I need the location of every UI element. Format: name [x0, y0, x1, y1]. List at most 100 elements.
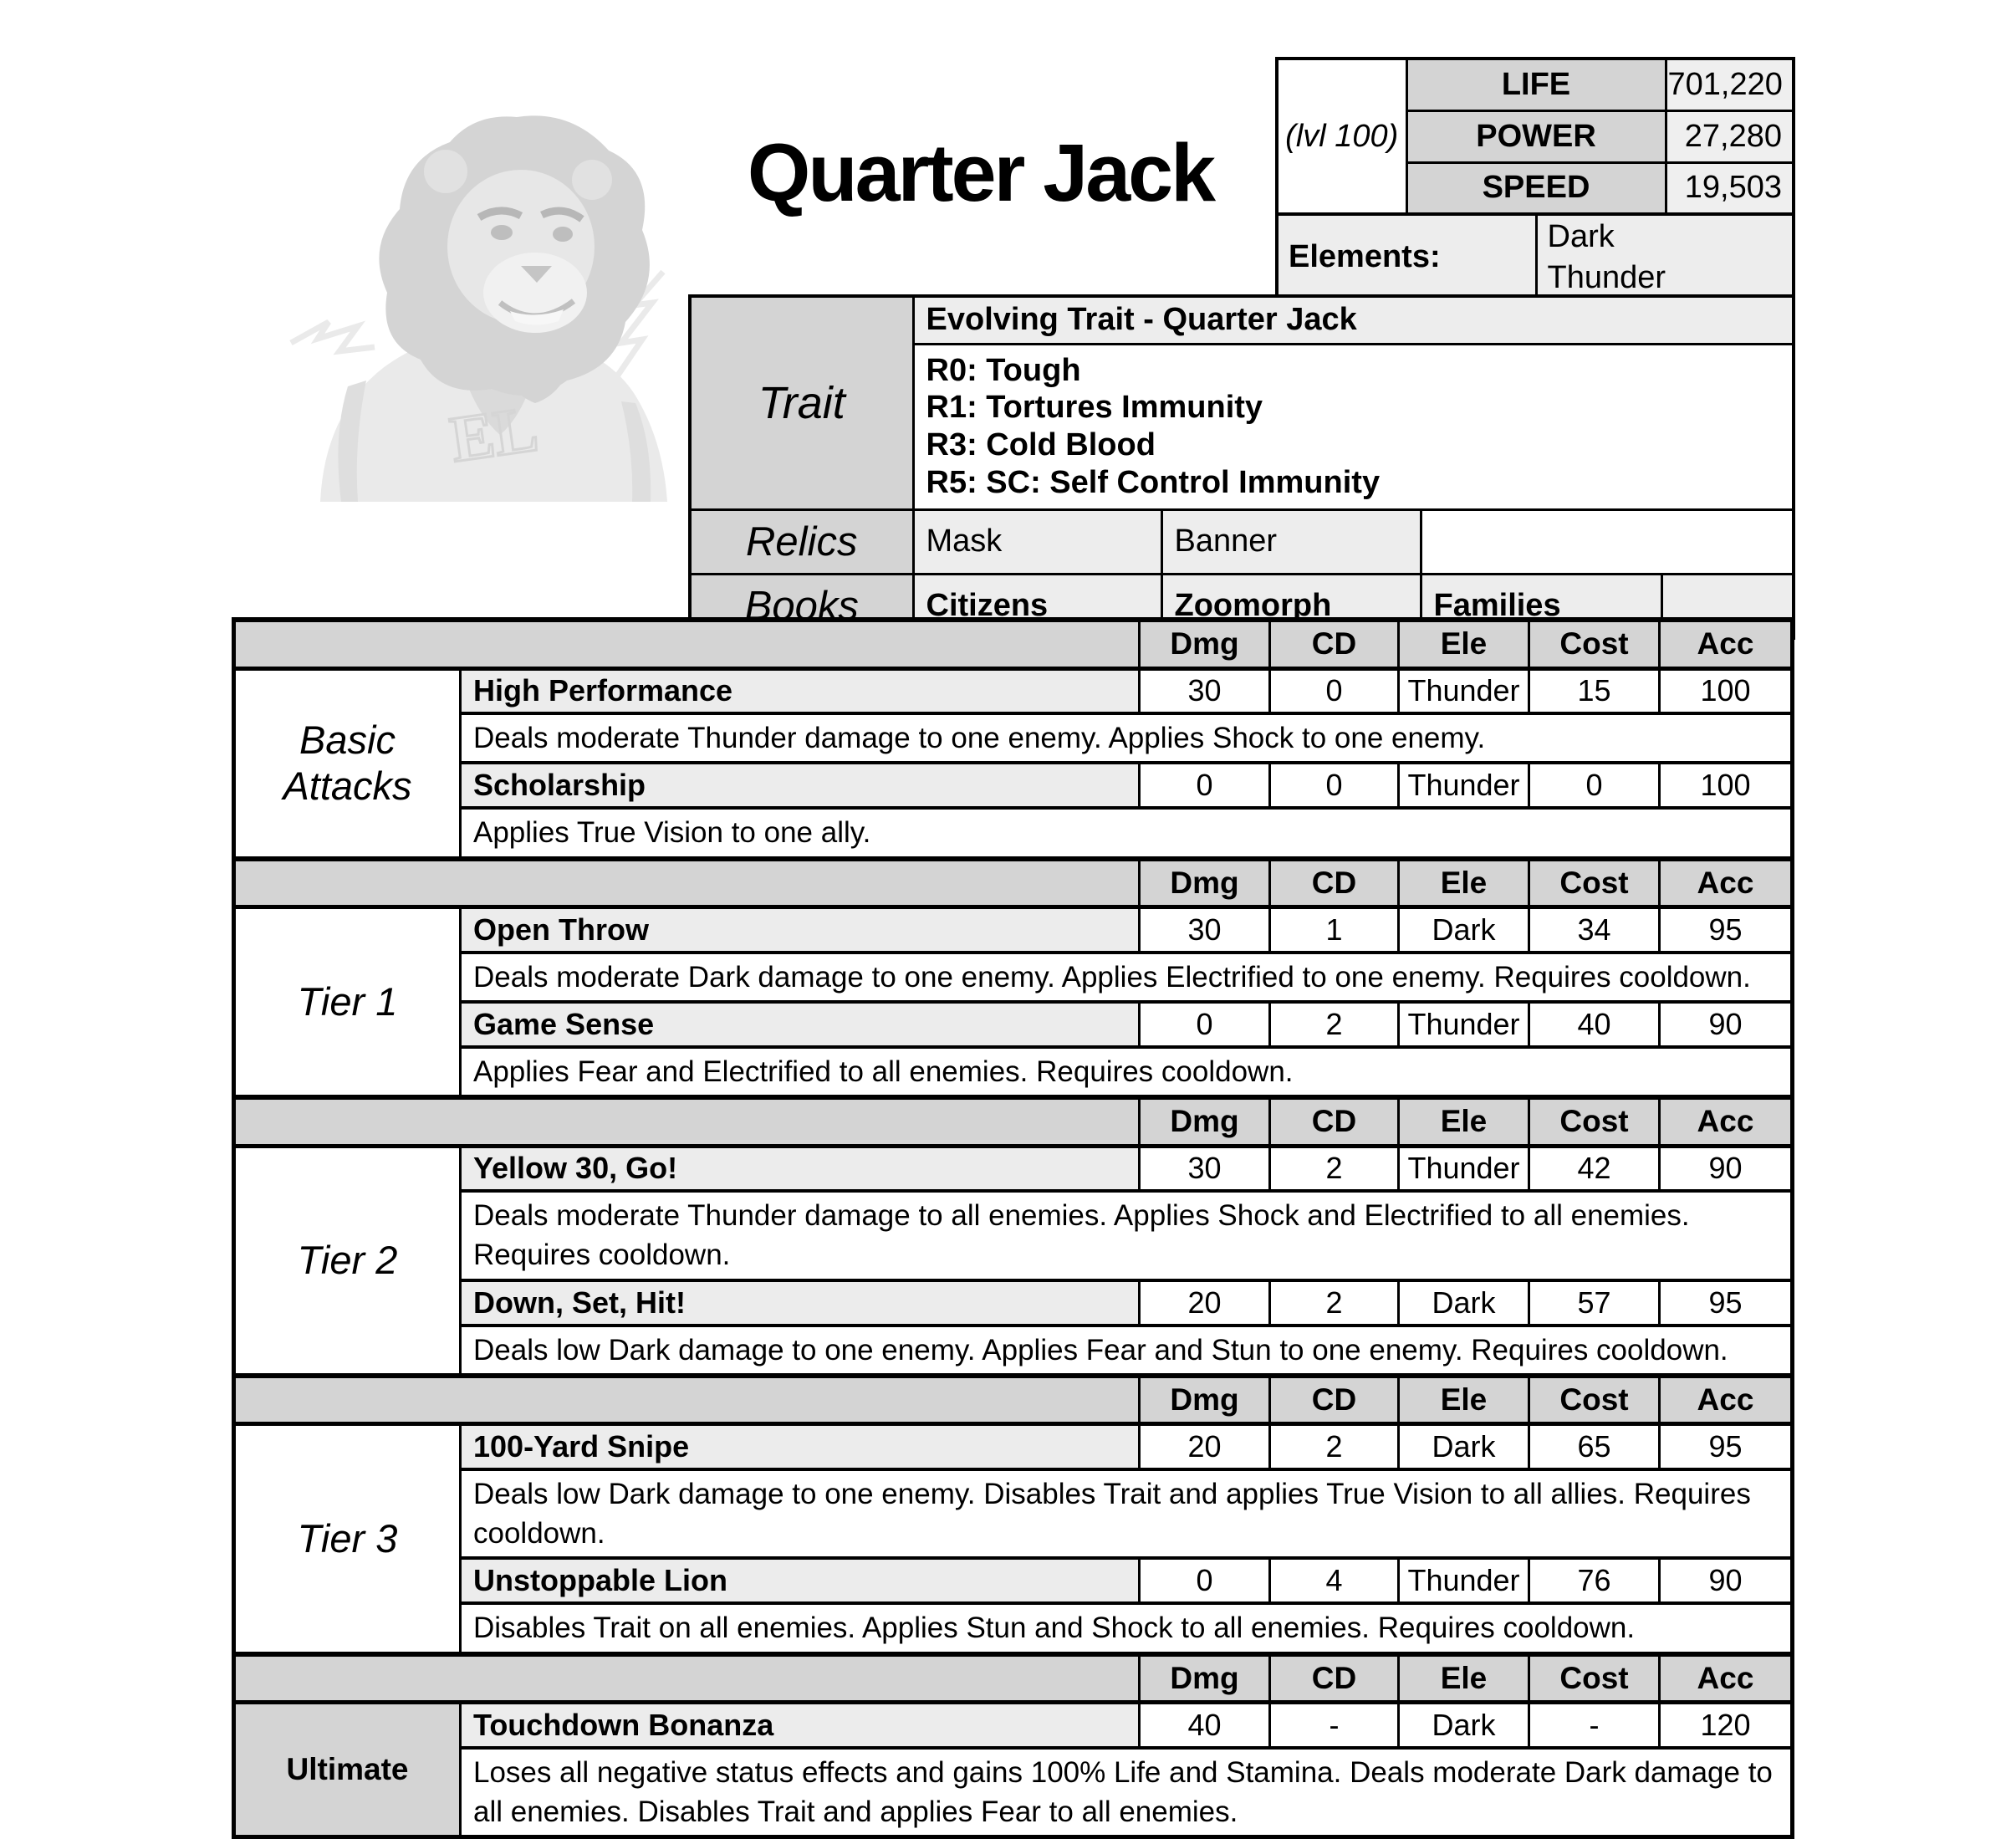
- attack-dmg: 0: [1138, 761, 1271, 810]
- col-dmg: Dmg: [1138, 1095, 1271, 1148]
- attack-cd: 2: [1268, 1422, 1400, 1471]
- col-cost: Cost: [1528, 1372, 1661, 1427]
- attack-ele: Dark: [1397, 1700, 1530, 1750]
- attack-acc: 95: [1658, 1278, 1794, 1327]
- section-label-tier2: Tier 2: [232, 1144, 462, 1377]
- section-label-tier3: Tier 3: [232, 1422, 462, 1656]
- attack-cost: -: [1528, 1700, 1661, 1750]
- header-spacer-cell: [232, 617, 1141, 671]
- attack-cd: 4: [1268, 1556, 1400, 1606]
- attacks-panel: Dmg CD Ele Cost Acc Basic Attacks High P…: [232, 617, 1794, 1839]
- col-cost: Cost: [1528, 1651, 1661, 1704]
- attack-row: Tier 2 Yellow 30, Go! 30 2 Thunder 42 90: [232, 1144, 1794, 1377]
- header-spacer-cell: [232, 1372, 1141, 1427]
- trait-header: Evolving Trait - Quarter Jack: [911, 294, 1795, 345]
- attack-ele: Thunder: [1397, 667, 1530, 715]
- attack-name: High Performance: [459, 667, 1141, 715]
- attack-cost: 57: [1528, 1278, 1661, 1327]
- attack-description: Deals moderate Dark damage to one enemy.…: [459, 950, 1794, 1004]
- attacks-table: Dmg CD Ele Cost Acc Basic Attacks High P…: [232, 617, 1794, 1839]
- attack-description-row: Deals moderate Dark damage to one enemy.…: [234, 950, 1794, 1004]
- attack-cost: 76: [1528, 1556, 1661, 1606]
- attack-description: Deals low Dark damage to one enemy. Disa…: [459, 1467, 1794, 1561]
- eye-right: [553, 227, 573, 242]
- attack-cd: 1: [1268, 905, 1400, 954]
- trait-rank-r0: R0: Tough: [926, 352, 1081, 388]
- nose: [521, 266, 552, 283]
- relic-item-banner: Banner: [1160, 508, 1422, 575]
- ear-left: [424, 150, 467, 193]
- attack-ele: Dark: [1397, 905, 1530, 954]
- attack-dmg: 30: [1138, 1144, 1271, 1193]
- lightning-left: [289, 319, 375, 355]
- attack-cost: 0: [1528, 761, 1661, 810]
- col-cost: Cost: [1528, 1095, 1661, 1148]
- col-cd: CD: [1268, 1651, 1400, 1704]
- col-cd: CD: [1268, 1372, 1400, 1427]
- attack-cd: 2: [1268, 999, 1400, 1049]
- header-spacer-cell: [232, 1651, 1141, 1704]
- attack-row: Scholarship 0 0 Thunder 0 100: [234, 761, 1794, 810]
- attack-dmg: 20: [1138, 1278, 1271, 1327]
- attack-description: Applies Fear and Electrified to all enem…: [459, 1045, 1794, 1100]
- col-dmg: Dmg: [1138, 1651, 1271, 1704]
- col-dmg: Dmg: [1138, 617, 1271, 671]
- attack-name: Yellow 30, Go!: [459, 1144, 1141, 1193]
- attack-cd: 0: [1268, 761, 1400, 810]
- attack-description-row: Deals moderate Thunder damage to one ene…: [234, 711, 1794, 765]
- attack-ele: Dark: [1397, 1422, 1530, 1471]
- header-spacer-cell: [232, 856, 1141, 909]
- attack-description: Disables Trait on all enemies. Applies S…: [459, 1601, 1794, 1656]
- jacket-monogram: EL: [446, 391, 542, 476]
- trait-table: Trait Evolving Trait - Quarter Jack R0: …: [688, 294, 1795, 641]
- attack-acc: 120: [1658, 1700, 1794, 1750]
- attack-ele: Thunder: [1397, 1556, 1530, 1606]
- column-header-row: Dmg CD Ele Cost Acc: [232, 1651, 1794, 1704]
- attack-description: Deals low Dark damage to one enemy. Appl…: [459, 1323, 1794, 1377]
- stat-power-label: POWER: [1405, 109, 1667, 164]
- column-header-row: Dmg CD Ele Cost Acc: [232, 856, 1794, 909]
- attack-cost: 65: [1528, 1422, 1661, 1471]
- attack-name: Open Throw: [459, 905, 1141, 954]
- attack-row: Down, Set, Hit! 20 2 Dark 57 95: [234, 1278, 1794, 1327]
- attack-acc: 95: [1658, 1422, 1794, 1471]
- attack-ele: Thunder: [1397, 1144, 1530, 1193]
- col-ele: Ele: [1397, 1095, 1530, 1148]
- section-label-ultimate: Ultimate: [232, 1700, 462, 1839]
- attack-row: Unstoppable Lion 0 4 Thunder 76 90: [234, 1556, 1794, 1606]
- attack-description-row: Deals moderate Thunder damage to all ene…: [234, 1189, 1794, 1282]
- column-header-row: Dmg CD Ele Cost Acc: [232, 1095, 1794, 1148]
- ear-right: [572, 160, 612, 200]
- attack-name: Down, Set, Hit!: [459, 1278, 1141, 1327]
- stats-panel: (lvl 100) LIFE 701,220 POWER 27,280 SPEE…: [1275, 57, 1795, 303]
- teeth: [510, 309, 564, 325]
- lion-watermark-art: EL: [241, 92, 699, 502]
- attack-row: Basic Attacks High Performance 30 0 Thun…: [232, 667, 1794, 861]
- stat-life-value: 701,220: [1664, 57, 1795, 112]
- jacket-sleeve-right: [621, 401, 651, 502]
- element-thunder: Thunder: [1547, 259, 1666, 295]
- attack-acc: 90: [1658, 1144, 1794, 1193]
- attack-ele: Thunder: [1397, 999, 1530, 1049]
- trait-rank-r5: R5: SC: Self Control Immunity: [926, 464, 1381, 500]
- col-dmg: Dmg: [1138, 1372, 1271, 1427]
- attack-cost: 42: [1528, 1144, 1661, 1193]
- attack-description: Deals moderate Thunder damage to one ene…: [459, 711, 1794, 765]
- beard: [492, 341, 579, 403]
- attack-description-row: Deals low Dark damage to one enemy. Disa…: [234, 1467, 1794, 1561]
- trait-row-label: Trait: [688, 294, 915, 511]
- elements-label: Elements:: [1275, 212, 1538, 302]
- col-cd: CD: [1268, 1095, 1400, 1148]
- section-label-basic: Basic Attacks: [232, 667, 462, 861]
- jacket-sleeve-left: [338, 381, 366, 502]
- attack-name: Touchdown Bonanza: [459, 1700, 1141, 1750]
- attack-cost: 15: [1528, 667, 1661, 715]
- stat-speed-label: SPEED: [1405, 161, 1667, 216]
- col-acc: Acc: [1658, 1372, 1794, 1427]
- attack-dmg: 30: [1138, 667, 1271, 715]
- elements-table: Elements: Dark Thunder: [1275, 212, 1795, 303]
- attack-row: Tier 1 Open Throw 30 1 Dark 34 95: [232, 905, 1794, 1099]
- attack-dmg: 0: [1138, 1556, 1271, 1606]
- attack-acc: 90: [1658, 999, 1794, 1049]
- col-dmg: Dmg: [1138, 856, 1271, 909]
